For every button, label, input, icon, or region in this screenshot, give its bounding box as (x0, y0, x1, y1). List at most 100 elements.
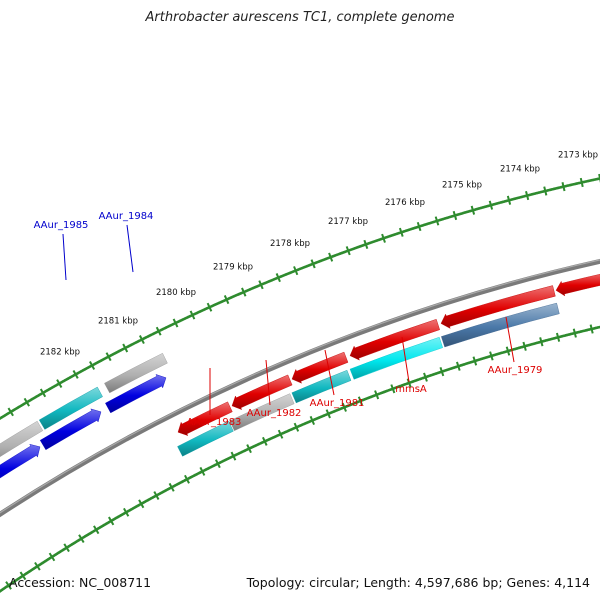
outer-tick (366, 242, 370, 246)
inner-tick (82, 535, 86, 539)
outer-tick (264, 280, 268, 285)
outer-tick (113, 351, 117, 355)
inner-tick (526, 343, 530, 347)
outer-tick (362, 243, 366, 247)
inner-tick (202, 468, 206, 473)
inner-tick (38, 562, 42, 567)
outer-tick (243, 289, 247, 293)
outer-tick (587, 179, 591, 183)
inner-tick (551, 337, 555, 341)
inner-tick (470, 360, 473, 364)
outer-tick (185, 315, 189, 320)
outer-tick (64, 378, 68, 382)
outer-tick (0, 416, 3, 420)
gene-arrow-aaur-1978 (555, 273, 600, 297)
inner-tick (378, 391, 382, 396)
inner-tick (106, 521, 110, 525)
cog-block-aaur-1984 (104, 352, 168, 394)
outer-tick (547, 188, 551, 192)
outer-tick (525, 190, 530, 201)
cog-block-aaur-1982 (229, 393, 295, 431)
inner-tick (570, 332, 573, 336)
outer-tick (103, 356, 107, 361)
outer-tick (46, 388, 50, 392)
inner-tick (277, 429, 284, 439)
inner-tick (561, 334, 565, 338)
outer-tick (565, 184, 569, 188)
inner-tick (15, 577, 19, 582)
gene-label-leader (401, 336, 410, 383)
gene-arrow-aaur-1981 (291, 351, 349, 384)
gene-arrow-aaur-1982 (231, 374, 293, 410)
outer-tick (269, 278, 273, 283)
inner-tick (315, 416, 319, 421)
inner-tick (48, 556, 53, 560)
outer-tick (120, 348, 124, 352)
outer-tick (80, 369, 84, 373)
outer-tick (111, 352, 116, 356)
inner-tick (362, 398, 366, 402)
outer-tick (116, 349, 121, 354)
inner-tick (233, 453, 237, 457)
outer-tick (240, 291, 244, 295)
inner-tick (410, 380, 414, 384)
inner-tick (374, 390, 380, 400)
inner-tick (199, 470, 203, 474)
inner-tick (438, 370, 442, 374)
outer-tick (22, 402, 26, 406)
outer-tick (1, 415, 5, 419)
outer-tick (353, 246, 357, 250)
inner-tick (290, 427, 294, 431)
outer-tick (65, 377, 70, 381)
inner-tick (193, 473, 197, 477)
outer-tick (95, 361, 99, 365)
inner-tick (183, 478, 188, 482)
outer-tick (187, 314, 191, 319)
outer-tick (390, 233, 394, 237)
outer-tick (254, 285, 258, 289)
outer-tick (376, 238, 380, 242)
outer-tick (271, 278, 275, 282)
outer-tick (89, 361, 96, 370)
inner-tick (352, 401, 356, 406)
inner-tick (1, 587, 5, 591)
inner-tick (84, 534, 88, 538)
outer-tick (245, 288, 249, 293)
inner-tick (543, 339, 547, 343)
outer-tick (33, 395, 37, 400)
outer-tick (398, 231, 401, 235)
inner-tick (534, 341, 538, 345)
outer-tick (15, 406, 19, 410)
inner-tick (422, 376, 426, 380)
outer-tick (172, 322, 176, 326)
outer-tick (476, 207, 480, 211)
inner-tick (87, 532, 91, 536)
inner-tick (312, 418, 316, 422)
inner-tick (285, 429, 289, 434)
outer-tick (54, 383, 58, 388)
inner-tick (242, 449, 246, 453)
outer-tick (85, 366, 89, 370)
outer-tick (268, 279, 272, 283)
inner-tick (196, 472, 200, 476)
outer-tick (275, 273, 281, 283)
inner-tick (494, 352, 498, 357)
outer-tick (5, 412, 10, 416)
inner-tick (186, 476, 191, 481)
outer-tick (163, 326, 167, 330)
gene-label: AAur_1985 (34, 220, 89, 231)
inner-tick (5, 581, 12, 590)
inner-tick (529, 342, 533, 347)
outer-tick (473, 208, 477, 212)
inner-tick (468, 360, 472, 365)
outer-tick (247, 288, 251, 292)
inner-tick (43, 559, 47, 564)
gene-label: AAur_1979 (488, 365, 543, 376)
inner-tick (588, 327, 592, 331)
inner-tick (171, 484, 175, 489)
outer-tick (363, 239, 369, 249)
inner-tick (481, 356, 485, 361)
inner-tick (153, 491, 160, 500)
outer-tick (7, 411, 11, 415)
inner-tick (53, 553, 57, 557)
